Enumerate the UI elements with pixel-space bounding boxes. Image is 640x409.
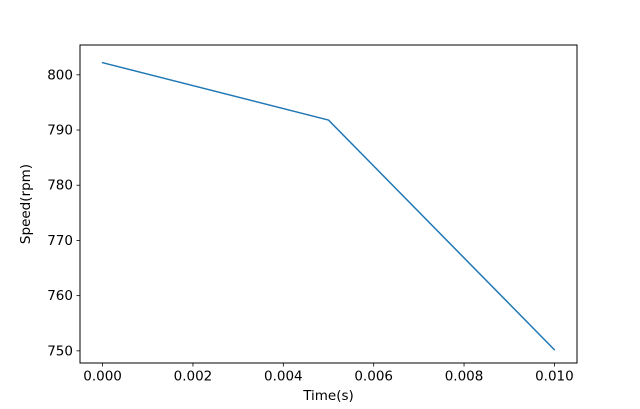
y-tick-label: 770 (47, 233, 73, 249)
x-tick-label: 0.004 (264, 369, 303, 385)
x-tick-label: 0.010 (535, 369, 574, 385)
axes-spines (79, 44, 578, 364)
x-tick-label: 0.002 (174, 369, 213, 385)
y-tick-label: 800 (47, 67, 73, 83)
plot-area: 0.000 0.002 0.004 0.006 0.008 0.010 750 760 770 7… (47, 44, 578, 385)
y-tick-label: 750 (47, 343, 73, 359)
x-tick-label: 0.006 (354, 369, 393, 385)
x-tick-label: 0.008 (445, 369, 484, 385)
x-tick-label: 0.000 (83, 369, 122, 385)
y-tick-label: 790 (47, 123, 73, 139)
x-axis-label: Time(s) (302, 388, 354, 404)
series-line-speed (101, 61, 556, 351)
y-tick-label: 780 (47, 178, 73, 194)
y-tick-label: 760 (47, 288, 73, 304)
y-axis-label: Speed(rpm) (18, 164, 34, 244)
